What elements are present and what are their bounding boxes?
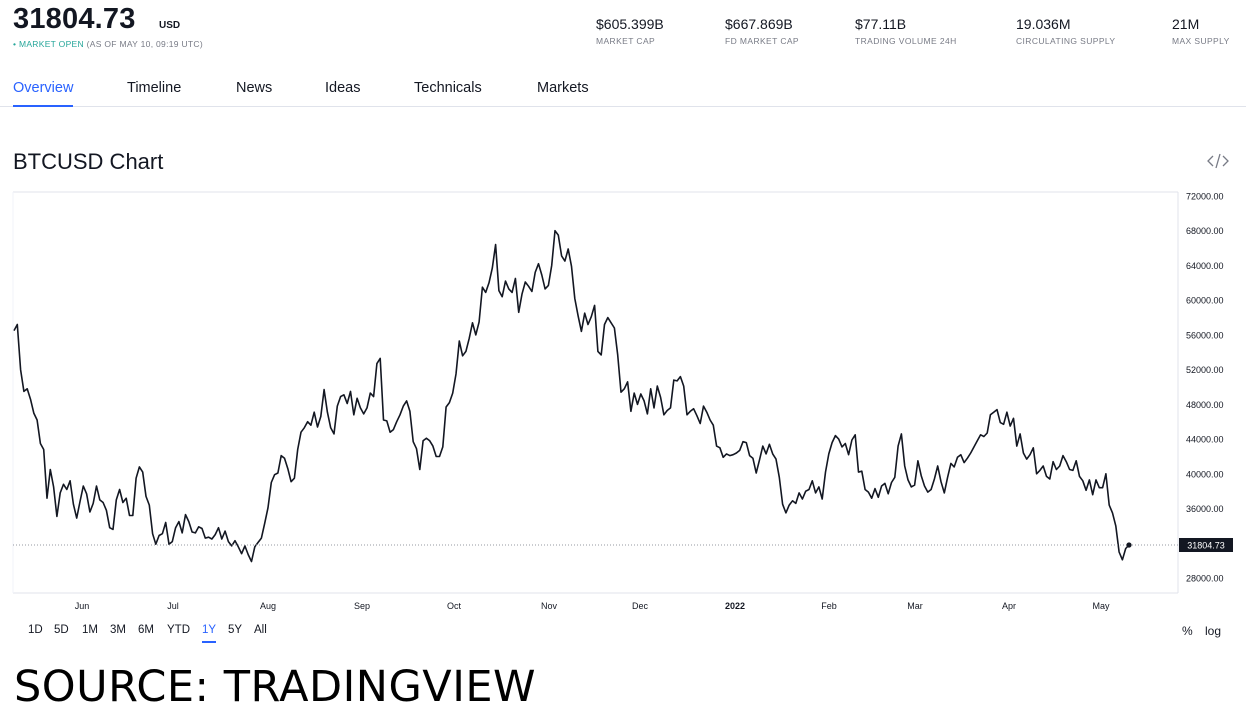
percent-scale-button[interactable]: %	[1182, 624, 1193, 638]
stat-max-supply: 21M MAX SUPPLY	[1172, 16, 1230, 46]
range-all-button[interactable]: All	[254, 624, 267, 636]
tab-timeline[interactable]: Timeline	[127, 80, 182, 96]
stat-label: MAX SUPPLY	[1172, 36, 1230, 46]
y-tick-label: 44000.00	[1186, 435, 1224, 445]
chart-title: BTCUSD Chart	[13, 149, 164, 174]
y-tick-label: 36000.00	[1186, 504, 1224, 514]
stat-label: FD MARKET CAP	[725, 36, 799, 46]
y-tick-label: 40000.00	[1186, 469, 1224, 479]
log-scale-button[interactable]: log	[1205, 624, 1222, 638]
stat-value: $605.399B	[596, 16, 664, 32]
y-tick-label: 48000.00	[1186, 400, 1224, 410]
range-1d-button[interactable]: 1D	[28, 624, 43, 636]
tab-news[interactable]: News	[236, 80, 273, 96]
x-tick-label: Feb	[821, 601, 837, 611]
tab-technicals[interactable]: Technicals	[414, 80, 482, 96]
x-tick-label: Sep	[354, 601, 370, 611]
range-ytd-button[interactable]: YTD	[167, 624, 190, 636]
range-selector: 1D 5D 1M 3M 6M YTD 1Y 5Y All % log	[0, 620, 1246, 644]
y-tick-label: 72000.00	[1186, 192, 1224, 202]
x-tick-label: Dec	[632, 601, 649, 611]
market-status-time: (AS OF MAY 10, 09:19 UTC)	[86, 39, 203, 49]
range-3m-button[interactable]: 3M	[110, 624, 126, 636]
stat-label: CIRCULATING SUPPLY	[1016, 36, 1116, 46]
code-embed-icon[interactable]	[1207, 152, 1229, 170]
y-tick-label: 60000.00	[1186, 296, 1224, 306]
stat-label: MARKET CAP	[596, 36, 656, 46]
y-tick-label: 68000.00	[1186, 226, 1224, 236]
price-line	[13, 229, 1130, 563]
tab-overview[interactable]: Overview	[13, 80, 74, 107]
market-open-label: MARKET OPEN	[18, 39, 84, 49]
stat-value: 19.036M	[1016, 16, 1071, 32]
market-status: • MARKET OPEN (AS OF MAY 10, 09:19 UTC)	[13, 39, 203, 49]
stat-value: $667.869B	[725, 16, 793, 32]
x-tick-label: Aug	[260, 601, 276, 611]
tab-ideas[interactable]: Ideas	[325, 80, 361, 96]
y-tick-label: 28000.00	[1186, 574, 1224, 584]
last-price-label: 31804.73	[1187, 540, 1225, 550]
stat-trading-volume: $77.11B TRADING VOLUME 24H	[855, 16, 957, 46]
range-1y-button[interactable]: 1Y	[202, 624, 217, 643]
status-dot-icon: •	[13, 39, 17, 49]
stat-fd-market-cap: $667.869B FD MARKET CAP	[725, 16, 799, 46]
current-price: 31804.73	[13, 3, 136, 35]
stat-value: 21M	[1172, 16, 1200, 32]
price-currency: USD	[159, 20, 181, 31]
tab-bar: Overview Timeline News Ideas Technicals …	[0, 70, 1246, 107]
last-price-badge	[1179, 537, 1233, 552]
range-5d-button[interactable]: 5D	[54, 624, 69, 636]
stat-market-cap: $605.399B MARKET CAP	[596, 16, 664, 46]
stat-value: $77.11B	[855, 16, 907, 32]
stat-circulating-supply: 19.036M CIRCULATING SUPPLY	[1016, 16, 1115, 46]
stat-label: TRADING VOLUME 24H	[855, 36, 957, 46]
x-tick-label: Apr	[1002, 601, 1016, 611]
x-tick-label: 2022	[725, 601, 745, 611]
y-tick-label: 52000.00	[1186, 365, 1224, 375]
last-price-marker	[1126, 542, 1132, 548]
x-tick-label: Nov	[541, 601, 558, 611]
price-chart[interactable]: 72000.00 68000.00 64000.00 60000.00 56000.00…	[0, 190, 1246, 618]
x-tick-label: Jun	[75, 601, 90, 611]
x-tick-label: May	[1092, 601, 1110, 611]
range-6m-button[interactable]: 6M	[138, 624, 154, 636]
x-tick-label: Mar	[907, 601, 923, 611]
source-caption: SOURCE: TRADINGVIEW	[14, 662, 537, 712]
tab-markets[interactable]: Markets	[537, 80, 589, 96]
x-tick-label: Jul	[167, 601, 179, 611]
y-tick-label: 64000.00	[1186, 261, 1224, 271]
range-1m-button[interactable]: 1M	[82, 624, 98, 636]
y-tick-label: 56000.00	[1186, 330, 1224, 340]
x-tick-label: Oct	[447, 601, 462, 611]
range-5y-button[interactable]: 5Y	[228, 624, 243, 636]
